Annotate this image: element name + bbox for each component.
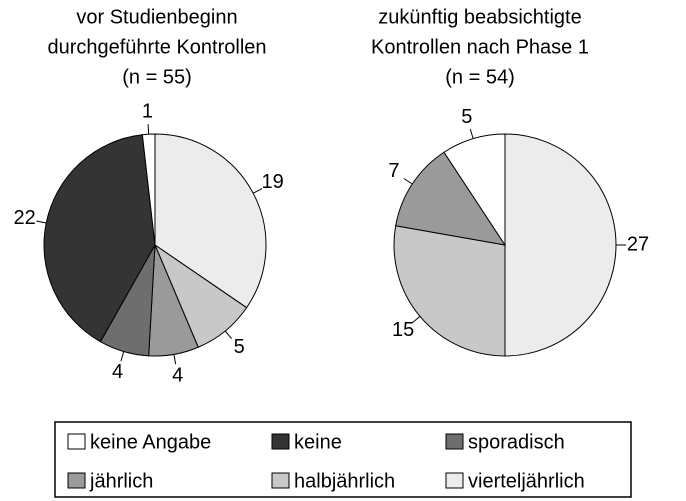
chart-title: Kontrollen nach Phase 1 xyxy=(371,36,589,58)
legend-swatch xyxy=(271,433,290,450)
leader-line xyxy=(224,330,232,339)
pie-slice xyxy=(154,133,267,309)
legend-swatch xyxy=(445,472,464,489)
legend-swatch xyxy=(445,433,464,450)
legend-label: halbjährlich xyxy=(294,470,395,492)
pie-slice xyxy=(141,133,156,246)
leader-line xyxy=(147,124,150,135)
leader-line xyxy=(469,128,474,139)
pie-slice xyxy=(395,151,507,246)
legend-swatch xyxy=(67,433,86,450)
leader-line xyxy=(252,188,263,194)
leader-line xyxy=(173,354,177,365)
data-label: 1 xyxy=(142,100,153,122)
chart-title: durchgeführte Kontrollen xyxy=(47,36,266,58)
data-label: 5 xyxy=(234,336,245,358)
data-label: 22 xyxy=(14,207,36,229)
chart-title: vor Studienbeginn xyxy=(76,6,237,28)
pie-slice xyxy=(443,133,506,247)
data-label: 5 xyxy=(461,106,472,128)
leader-line xyxy=(403,178,413,185)
chart-title: zukünftig beabsichtigte xyxy=(378,6,581,28)
data-label: 4 xyxy=(112,361,123,383)
legend-label: sporadisch xyxy=(468,431,565,453)
pie-slice xyxy=(504,133,617,357)
legend-label: keine Angabe xyxy=(90,431,211,453)
chart-title: (n = 54) xyxy=(445,66,514,88)
data-label: 27 xyxy=(627,233,649,255)
leader-line xyxy=(120,351,125,362)
legend-swatch xyxy=(271,472,290,489)
legend-label: jährlich xyxy=(89,470,153,492)
legend-label: vierteljährlich xyxy=(468,470,585,492)
data-label: 4 xyxy=(172,364,183,386)
pie-slice xyxy=(43,134,156,343)
data-label: 7 xyxy=(388,160,399,182)
legend-swatch xyxy=(67,472,86,489)
leader-line xyxy=(36,220,47,224)
data-label: 19 xyxy=(262,171,284,193)
legend-label: keine xyxy=(294,431,342,453)
pie-slice xyxy=(393,225,506,357)
chart-title: (n = 55) xyxy=(122,66,191,88)
leader-line xyxy=(411,315,421,324)
legend-box xyxy=(54,421,632,498)
data-label: 15 xyxy=(392,319,414,341)
